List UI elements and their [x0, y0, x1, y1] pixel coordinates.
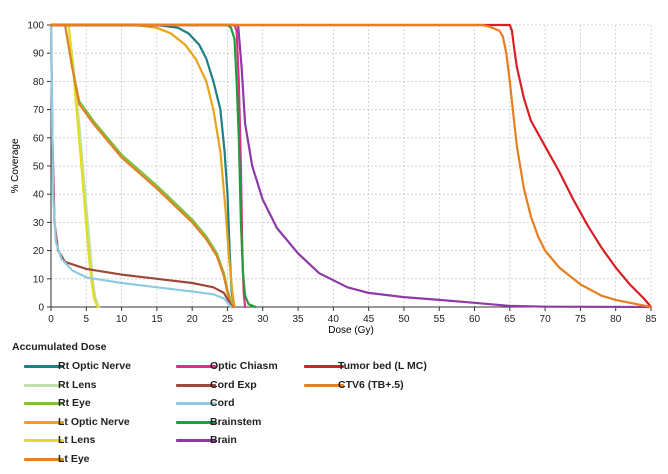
- legend-label: Optic Chiasm: [210, 360, 278, 372]
- legend-swatch: [24, 383, 64, 387]
- y-tick-label: 80: [33, 77, 45, 88]
- legend-swatch: [304, 365, 344, 368]
- chart-svg: 0 5 10 15 20 25 30 35 40 45 50 55 60 65 70 75 80 85 0 10 20 3…: [10, 21, 657, 337]
- y-tick-label: 70: [33, 105, 45, 116]
- x-tick-label: 60: [469, 314, 481, 325]
- grid-layer: [50, 24, 652, 308]
- x-tick-label: 25: [222, 314, 234, 325]
- legend-label: Lt Lens: [58, 434, 96, 446]
- series-layer: [49, 23, 653, 309]
- legend-swatch: [176, 365, 216, 368]
- x-tick-label: 40: [328, 314, 340, 325]
- series-line-lt-lens: [49, 23, 99, 309]
- legend-label: Rt Optic Nerve: [58, 360, 131, 372]
- x-tick-label: 15: [151, 314, 163, 325]
- legend-swatch: [24, 457, 64, 461]
- legend-label: CTV6 (TB+.5): [338, 378, 404, 391]
- series-line-lt-optic-nerve: [49, 23, 236, 309]
- y-tick-label: 10: [33, 274, 45, 285]
- legend-swatch: [176, 439, 216, 442]
- series-line-brainstem: [49, 23, 257, 309]
- x-tick-label: 50: [398, 314, 410, 325]
- x-tick-label: 45: [363, 314, 375, 325]
- x-tick-label: 65: [504, 314, 516, 325]
- y-tick-label: 40: [33, 190, 45, 201]
- legend-label: Brainstem: [210, 415, 262, 428]
- x-tick-label: 70: [540, 314, 552, 325]
- legend-label: Rt Eye: [58, 397, 91, 409]
- series-line-lt-eye: [49, 23, 236, 309]
- legend-label: Lt Eye: [58, 452, 90, 465]
- x-tick-label: 5: [84, 314, 90, 325]
- legend-label: Tumor bed (L MC): [338, 360, 427, 372]
- y-tick-label: 50: [33, 162, 45, 173]
- x-tick-label: 75: [575, 314, 587, 325]
- x-tick-label: 35: [292, 314, 304, 325]
- legend-swatch: [176, 420, 216, 424]
- y-tick-label: 30: [33, 218, 45, 229]
- x-tick-label: 0: [48, 314, 54, 325]
- y-tick-label: 90: [33, 49, 45, 60]
- series-line-rt-eye: [49, 23, 236, 309]
- series-line-tumor-bed-l-mc: [49, 23, 653, 309]
- legend-swatch: [24, 439, 64, 442]
- legend-swatch: [176, 383, 216, 387]
- legend-title: Accumulated Dose: [12, 341, 107, 353]
- legend-label: Cord Exp: [210, 378, 257, 391]
- x-axis-label: Dose (Gy): [328, 325, 374, 336]
- legend-swatch: [24, 402, 64, 405]
- x-tick-label: 10: [116, 314, 128, 325]
- series-line-rt-optic-nerve: [49, 23, 236, 309]
- legend-label: Cord: [210, 397, 235, 409]
- x-tick-label: 80: [610, 314, 622, 325]
- y-tick-label: 20: [33, 246, 45, 257]
- series-line-ctv6-tb-5: [49, 23, 653, 309]
- legend-label: Lt Optic Nerve: [58, 415, 130, 428]
- legend-swatch: [304, 383, 344, 387]
- legend-swatch: [24, 420, 64, 424]
- x-tick-label: 55: [434, 314, 446, 325]
- series-line-brain: [49, 23, 653, 309]
- legend-label: Brain: [210, 434, 237, 446]
- series-line-cord: [49, 23, 233, 309]
- legend-swatch: [24, 365, 64, 368]
- x-tick-label: 20: [187, 314, 199, 325]
- legend: Accumulated Dose Rt Optic Nerve Rt Lens Rt…: [0, 338, 668, 474]
- y-axis-label: % Coverage: [10, 138, 21, 193]
- x-tick-label: 30: [257, 314, 269, 325]
- y-tick-label: 100: [27, 21, 44, 32]
- x-tick-label: 85: [645, 314, 657, 325]
- legend-swatch: [176, 402, 216, 405]
- y-tick-label: 0: [38, 303, 44, 314]
- legend-label: Rt Lens: [58, 378, 97, 391]
- y-tick-label: 60: [33, 133, 45, 144]
